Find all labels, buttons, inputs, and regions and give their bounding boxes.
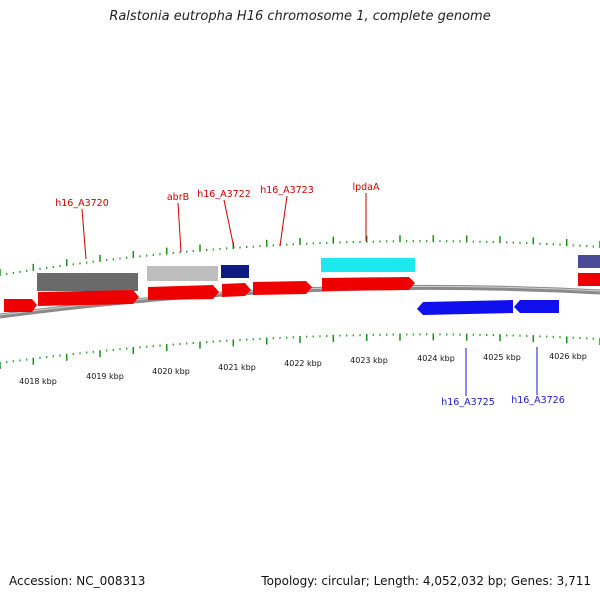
forward-gene-arrow: [4, 299, 37, 312]
forward-gene-arrow: [222, 283, 251, 297]
lower-tick-ring: [0, 333, 600, 369]
axis-tick-label: 4019 kbp: [86, 372, 124, 381]
gene-label-h16-a3726: h16_A3726: [511, 395, 565, 406]
feature-bar-navy: [221, 265, 249, 278]
feature-bar-slate: [578, 255, 600, 268]
reverse-gene-arrow: [514, 300, 559, 313]
accession-label: Accession: NC_008313: [9, 574, 146, 588]
axis-tick-label: 4018 kbp: [19, 377, 57, 386]
forward-gene-arrow: [253, 281, 312, 295]
feature-bar-cyan: [321, 258, 415, 272]
gene-label-h16-a3722: h16_A3722: [197, 189, 251, 200]
gene-label-h16-a3720: h16_A3720: [55, 198, 109, 209]
forward-gene-arrow: [578, 273, 600, 286]
axis-tick-label: 4020 kbp: [152, 367, 190, 376]
gene-label-h16-a3723: h16_A3723: [260, 185, 314, 196]
axis-tick-label: 4021 kbp: [218, 363, 256, 372]
axis-tick-label: 4025 kbp: [483, 353, 521, 362]
map-title: Ralstonia eutropha H16 chromosome 1, com…: [109, 9, 491, 24]
forward-label-leaders: [81, 193, 367, 260]
feature-bar-light-gray: [147, 266, 218, 281]
gene-label-abrb: abrB: [167, 192, 189, 203]
gene-label-lpdaa: lpdaA: [352, 182, 380, 193]
forward-gene-arrow: [148, 285, 219, 300]
genome-summary: Topology: circular; Length: 4,052,032 bp…: [261, 574, 591, 588]
upper-tick-ring: [0, 235, 600, 276]
forward-gene-arrow: [38, 290, 139, 306]
axis-tick-label: 4024 kbp: [417, 354, 455, 363]
feature-bar-dark-gray: [37, 273, 138, 291]
axis-tick-label: 4022 kbp: [284, 359, 322, 368]
forward-gene-arrow: [322, 277, 415, 291]
axis-tick-label: 4026 kbp: [549, 352, 587, 361]
gene-label-h16-a3725: h16_A3725: [441, 397, 495, 408]
reverse-gene-arrow: [417, 300, 513, 315]
axis-tick-label: 4023 kbp: [350, 356, 388, 365]
reverse-label-leaders: [465, 347, 538, 396]
